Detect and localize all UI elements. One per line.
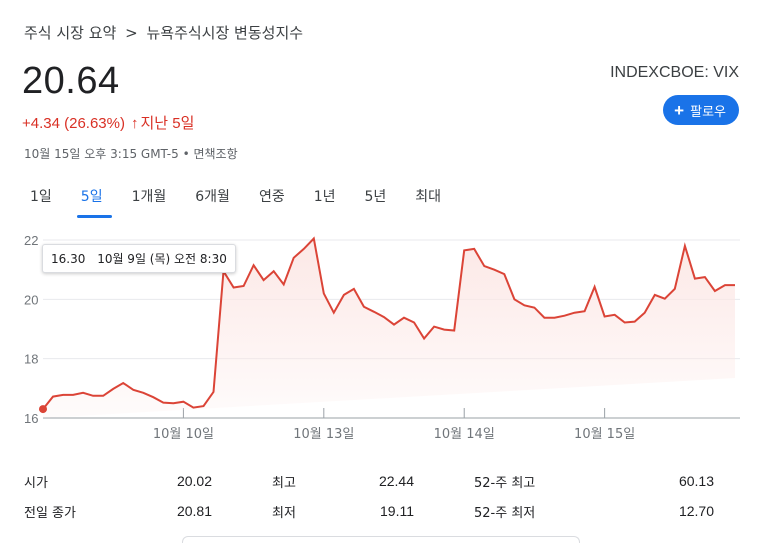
stat-label-52w-high: 52-주 최고 xyxy=(474,475,536,491)
plus-icon: + xyxy=(674,100,685,120)
tab-range[interactable]: 1년 xyxy=(313,189,336,205)
tab-range[interactable]: 1개월 xyxy=(131,189,167,205)
tab-range[interactable]: 최대 xyxy=(415,189,442,205)
breadcrumb: 주식 시장 요약 > 뉴욕주식시장 변동성지수 xyxy=(24,22,303,43)
stat-value-open: 20.02 xyxy=(176,473,212,489)
timestamp-disclaimer: 10월 15일 오후 3:15 GMT-5 • 면책조항 xyxy=(24,147,238,161)
breadcrumb-current: 뉴욕주식시장 변동성지수 xyxy=(146,24,304,42)
x-tick-label: 10월 13일 xyxy=(293,427,354,442)
arrow-up-icon: ↑ xyxy=(131,115,139,132)
stat-value-low: 19.11 xyxy=(380,503,414,519)
ticker-symbol: INDEXCBOE: VIX xyxy=(610,64,739,81)
breadcrumb-separator: > xyxy=(125,24,138,42)
stat-value-52w-low: 12.70 xyxy=(678,503,714,519)
chart-price-line xyxy=(42,236,735,410)
y-tick-label: 16 xyxy=(24,411,38,426)
y-tick-label: 20 xyxy=(24,292,38,307)
stats-table: 시가 20.02 최고 22.44 52-주 최고 60.13 전일 종가 20… xyxy=(24,466,724,526)
chart-hover-marker xyxy=(39,405,47,414)
stats-row: 전일 종가 20.81 최저 19.11 52-주 최저 12.70 xyxy=(24,496,724,526)
breadcrumb-parent-link[interactable]: 주식 시장 요약 xyxy=(24,24,117,42)
stat-value-prev-close: 20.81 xyxy=(176,503,212,519)
price-change: +4.34 (26.63%) ↑ 지난 5일 xyxy=(22,112,194,133)
stat-label-high: 최고 xyxy=(272,475,296,491)
stat-label-prev-close: 전일 종가 xyxy=(24,505,76,521)
tab-range[interactable]: 5년 xyxy=(364,189,387,205)
tab-range[interactable]: 연중 xyxy=(258,189,285,205)
stat-value-52w-high: 60.13 xyxy=(678,473,714,489)
stat-label-open: 시가 xyxy=(24,475,48,491)
change-period: 지난 5일 xyxy=(140,115,195,132)
x-tick-label: 10월 10일 xyxy=(153,427,214,442)
tab-range[interactable]: 5일 xyxy=(69,184,120,218)
price-chart[interactable]: 22 20 18 16 10월 10일 10월 13일 10월 14일 10월 15일 xyxy=(0,222,761,447)
change-value: +4.34 (26.63%) xyxy=(22,115,125,132)
current-price: 20.64 xyxy=(22,60,120,102)
chart-tooltip: 16.30 10월 9일 (목) 오전 8:30 xyxy=(42,244,236,273)
stat-label-low: 최저 xyxy=(272,505,296,521)
stats-row: 시가 20.02 최고 22.44 52-주 최고 60.13 xyxy=(24,466,724,496)
stat-label-52w-low: 52-주 최저 xyxy=(474,505,536,521)
x-tick-label: 10월 15일 xyxy=(574,427,635,442)
y-tick-label: 22 xyxy=(24,233,38,248)
y-tick-label: 18 xyxy=(24,352,38,367)
tooltip-datetime: 10월 9일 (목) 오전 8:30 xyxy=(97,252,227,266)
follow-label: 팔로우 xyxy=(690,103,726,119)
tooltip-value: 16.30 xyxy=(51,252,86,266)
range-tabs: 1일 5일 1개월 6개월 연중 1년 5년 최대 xyxy=(18,184,458,218)
tab-range[interactable]: 1일 xyxy=(30,189,52,205)
follow-button[interactable]: + 팔로우 xyxy=(663,95,739,125)
tab-range[interactable]: 6개월 xyxy=(195,189,230,205)
stat-value-high: 22.44 xyxy=(378,473,414,489)
x-tick-label: 10월 14일 xyxy=(434,427,495,442)
